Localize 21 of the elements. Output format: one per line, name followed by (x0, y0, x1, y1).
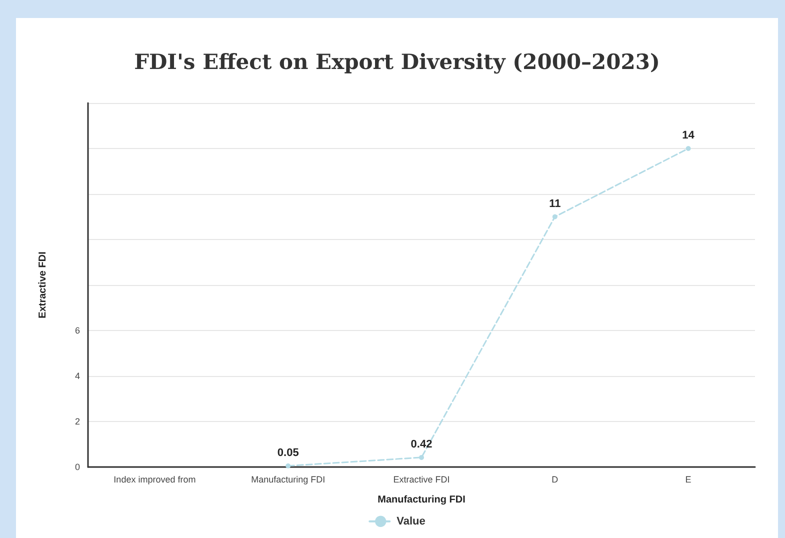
data-label: 14 (682, 130, 696, 142)
data-label: 0.42 (410, 438, 432, 450)
y-tick-label: 6 (74, 326, 80, 336)
x-tick-label: Manufacturing FDI (251, 474, 326, 484)
x-tick-label: D (552, 474, 559, 484)
y-tick-label: 0 (74, 462, 80, 472)
point (686, 146, 691, 151)
x-tick-label: E (685, 474, 692, 484)
point (286, 463, 291, 468)
chart-title: FDI's Effect on Export Diversity (2000–2023) (134, 49, 660, 74)
point (552, 214, 558, 220)
data-label: 0.05 (277, 446, 299, 459)
y-tick-label: 2 (74, 416, 80, 426)
legend-label: Value (396, 515, 426, 528)
x-tick-label: Extractive FDI (393, 474, 450, 484)
x-axis-title: Manufacturing FDI (378, 494, 466, 506)
point (419, 454, 424, 460)
y-axis-title: Extractive FDI (38, 251, 48, 318)
data-label: 11 (549, 198, 561, 210)
x-tick-label: Index improved from (114, 474, 196, 484)
y-tick-label: 4 (74, 371, 80, 381)
